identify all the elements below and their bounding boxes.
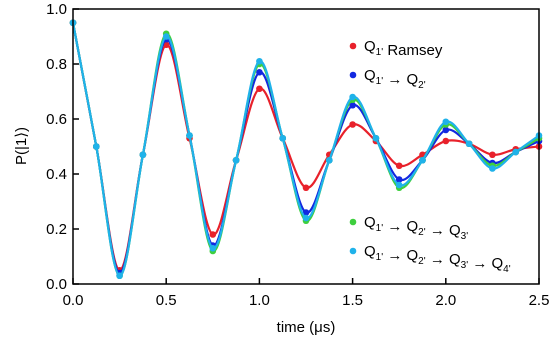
- x-axis-title: time (μs): [277, 319, 336, 336]
- data-point: [419, 156, 426, 164]
- legend-entry: Q1' → Q2' → Q3' → Q4': [349, 243, 511, 275]
- data-point: [232, 156, 240, 164]
- x-tick-label: 0.5: [156, 292, 177, 309]
- legend-label: Q1' → Q2' → Q3': [364, 214, 468, 242]
- data-point: [162, 33, 170, 40]
- data-point: [186, 132, 193, 139]
- legend: Q1' Ramsey Q1' → Q2' Q1' → Q2' → Q3'Q1' → …: [349, 38, 511, 275]
- data-point: [279, 134, 287, 142]
- legend-marker: [349, 42, 357, 50]
- x-tick-label: 2.0: [435, 292, 456, 309]
- data-point: [372, 134, 380, 142]
- legend-entry: Q1' → Q2' → Q3': [349, 214, 468, 242]
- y-tick-label: 0.4: [46, 166, 67, 183]
- legend-label: Q1' → Q2': [364, 67, 426, 91]
- y-tick-label: 0.6: [46, 111, 67, 128]
- data-point: [489, 165, 496, 172]
- data-point: [256, 57, 263, 65]
- y-tick-label: 0.2: [46, 221, 67, 238]
- x-tick-label: 1.5: [342, 292, 363, 309]
- data-point: [139, 151, 147, 159]
- data-point: [93, 143, 100, 150]
- x-tick-label: 2.5: [529, 292, 550, 309]
- data-point: [512, 148, 519, 156]
- series-layer: [69, 19, 543, 280]
- legend-entry: Q1' → Q2': [349, 67, 426, 91]
- data-point: [465, 140, 473, 148]
- legend-entry: Q1' Ramsey: [349, 38, 443, 59]
- x-tick-label: 0.0: [63, 292, 84, 309]
- data-point: [116, 272, 123, 280]
- series-3: [69, 19, 543, 280]
- data-point: [349, 93, 356, 101]
- legend-marker: [349, 71, 357, 79]
- data-point: [349, 101, 356, 109]
- axis-ticks: 0.0 0.5 1.0 1.5 2.0 2.5 0.0 0.2 0.4 0.6 0.8 1.0: [46, 1, 549, 309]
- y-tick-label: 0.0: [46, 276, 67, 293]
- legend-label: Q1' Ramsey: [364, 38, 443, 59]
- data-point: [489, 151, 496, 159]
- y-tick-label: 1.0: [46, 1, 67, 18]
- data-point: [395, 181, 403, 189]
- data-point: [209, 231, 217, 238]
- data-point: [442, 126, 450, 134]
- data-point: [256, 68, 263, 76]
- data-point: [209, 244, 217, 252]
- y-tick-label: 0.8: [46, 56, 67, 73]
- data-point: [442, 118, 450, 126]
- data-point: [395, 176, 403, 183]
- series-line: [71, 22, 540, 275]
- series-line: [71, 22, 540, 277]
- plot-frame: [72, 8, 540, 285]
- legend-marker: [349, 218, 357, 226]
- data-point: [349, 121, 356, 128]
- data-point: [442, 137, 450, 145]
- data-point: [302, 209, 310, 216]
- legend-marker: [349, 247, 357, 255]
- legend-label: Q1' → Q2' → Q3' → Q4': [364, 243, 511, 275]
- series-4: [69, 19, 543, 280]
- data-point: [326, 156, 333, 164]
- data-point: [395, 162, 403, 170]
- data-point: [302, 214, 310, 222]
- data-point: [256, 85, 263, 93]
- x-tick-label: 1.0: [249, 292, 270, 309]
- y-axis-title: P(|1⟩): [13, 127, 30, 165]
- data-point: [302, 184, 310, 192]
